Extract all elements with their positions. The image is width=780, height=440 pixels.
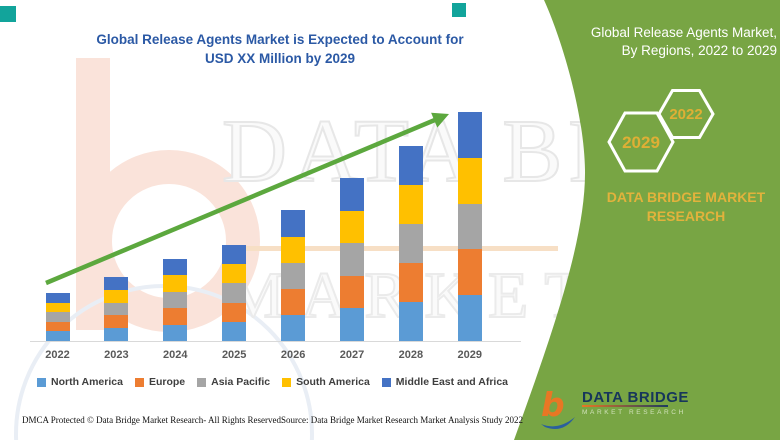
panel-brand-line2: RESEARCH (646, 208, 726, 224)
bar-segment-2027-europe (340, 275, 364, 309)
bar-segment-2026-asia-pacific (281, 262, 306, 289)
bar-segment-2025-north-america (222, 321, 247, 341)
bar-segment-2027-asia-pacific (340, 243, 364, 276)
data-bridge-logo-icon: b (541, 386, 575, 430)
bar-segment-2029-south-america (457, 157, 482, 204)
bar-segment-2029-middle-east-and-africa (457, 112, 482, 158)
legend-label: Asia Pacific (211, 376, 271, 388)
legend-label: Europe (148, 376, 186, 388)
bar-segment-2026-north-america (281, 314, 306, 341)
bar-segment-2024-middle-east-and-africa (163, 258, 188, 276)
hexagon-2029-label: 2029 (622, 133, 660, 152)
panel-brand-text: DATA BRIDGE MARKET RESEARCH (596, 188, 776, 226)
legend-swatch (134, 377, 144, 387)
legend-item-europe: Europe (134, 376, 186, 388)
bar-segment-2028-south-america (398, 185, 423, 225)
x-axis-label-2024: 2024 (163, 349, 188, 361)
bar-segment-2025-middle-east-and-africa (222, 244, 247, 265)
bar-segment-2024-asia-pacific (163, 291, 188, 309)
logo-swoosh (541, 417, 575, 430)
bar-segment-2022-south-america (45, 302, 70, 313)
legend-swatch (197, 377, 207, 387)
bar-segment-2024-europe (163, 308, 188, 325)
panel-title-line1: Global Release Agents Market, (590, 25, 777, 40)
bar-segment-2027-north-america (340, 308, 364, 341)
bar-segment-2029-asia-pacific (457, 203, 482, 250)
x-axis-label-2025: 2025 (221, 349, 247, 361)
bar-segment-2028-asia-pacific (398, 224, 423, 264)
bar-segment-2027-middle-east-and-africa (340, 178, 364, 211)
legend-item-asia-pacific: Asia Pacific (197, 376, 270, 388)
bar-segment-2024-south-america (163, 275, 188, 292)
logo-underline (582, 405, 668, 407)
footer-source-text: Source: Data Bridge Market Research Mark… (281, 415, 523, 425)
bar-segment-2026-middle-east-and-africa (281, 210, 306, 237)
bar-segment-2022-europe (45, 321, 70, 332)
bar-segment-2029-europe (457, 249, 482, 296)
logo-name-text: DATA BRIDGE (582, 389, 689, 406)
bar-segment-2029-north-america (457, 295, 482, 341)
logo-sub-text: MARKET RESEARCH (582, 409, 686, 416)
legend-swatch (36, 377, 46, 387)
legend-item-north-america: North America (36, 376, 123, 388)
bar-segment-2022-middle-east-and-africa (45, 292, 70, 303)
chart-title: Global Release Agents Market is Expected… (80, 30, 480, 68)
x-axis-label-2023: 2023 (104, 349, 129, 361)
watermark-underline (226, 246, 558, 251)
teal-accent-square-right (452, 3, 466, 17)
bar-segment-2023-middle-east-and-africa (104, 276, 129, 290)
watermark-text-market-research: MARKET RESEARCH (225, 258, 780, 333)
legend-item-middle-east-and-africa: Middle East and Africa (381, 376, 509, 388)
bar-segment-2023-south-america (104, 289, 129, 303)
bar-segment-2023-europe (104, 315, 129, 329)
x-axis-line (30, 341, 521, 342)
legend-item-south-america: South America (282, 376, 370, 388)
bar-segment-2025-asia-pacific (222, 283, 247, 303)
panel-title: Global Release Agents Market, By Regions… (560, 24, 777, 60)
bar-segment-2027-south-america (340, 210, 364, 244)
bar-segment-2028-europe (398, 263, 423, 303)
logo-b-glyph: b (541, 386, 565, 424)
bar-segment-2026-europe (281, 288, 306, 315)
legend-label: Middle East and Africa (395, 376, 509, 388)
legend-label: North America (50, 376, 123, 388)
bar-segment-2025-south-america (222, 264, 247, 284)
chart-title-line2: USD XX Million by 2029 (204, 51, 356, 66)
bar-segment-2022-north-america (45, 331, 70, 341)
bar-segment-2028-north-america (398, 302, 423, 341)
bar-segment-2023-north-america (104, 328, 129, 341)
legend-label: South America (296, 376, 370, 388)
bar-segment-2025-europe (222, 302, 247, 322)
bar-segment-2023-asia-pacific (104, 302, 129, 316)
chart-legend: North America Europe Asia Pacific South Ame… (0, 376, 545, 388)
panel-brand-line1: DATA BRIDGE MARKET (606, 189, 766, 205)
x-axis-label-2022: 2022 (45, 349, 70, 361)
hexagon-2022-label: 2022 (669, 106, 703, 123)
teal-accent-square-left (0, 6, 16, 22)
x-axis-label-2026: 2026 (280, 349, 306, 361)
footer-dmca-text: DMCA Protected © Data Bridge Market Rese… (22, 415, 284, 425)
bar-segment-2024-north-america (163, 324, 188, 341)
x-axis-label-2027: 2027 (339, 349, 365, 361)
legend-swatch (282, 377, 292, 387)
bar-segment-2022-asia-pacific (45, 312, 70, 322)
x-axis-label-2028: 2028 (398, 349, 424, 361)
x-axis-label-2029: 2029 (457, 349, 483, 361)
panel-title-line2: By Regions, 2022 to 2029 (621, 43, 777, 58)
chart-title-line1: Global Release Agents Market is Expected… (96, 32, 464, 47)
bar-segment-2026-south-america (281, 236, 306, 263)
bar-segment-2028-middle-east-and-africa (398, 146, 423, 186)
legend-swatch (381, 377, 391, 387)
